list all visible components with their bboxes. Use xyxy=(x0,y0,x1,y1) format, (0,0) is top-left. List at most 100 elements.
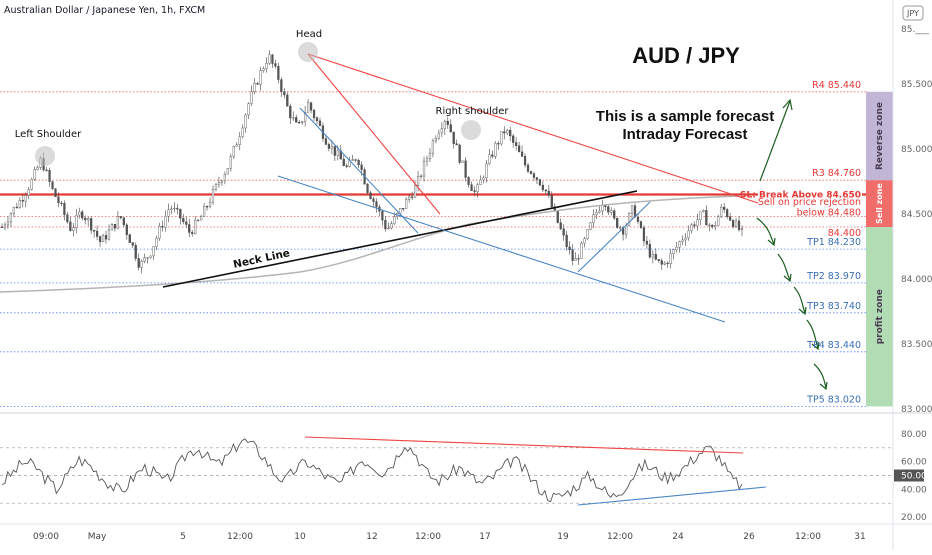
candle-body xyxy=(318,120,322,126)
candle-body xyxy=(470,184,473,191)
candle-body xyxy=(191,232,194,234)
logo-text: JPY xyxy=(906,9,919,18)
candle-body xyxy=(107,229,111,240)
arrow-down-4 xyxy=(806,319,819,349)
time-tick: 12:00 xyxy=(415,532,441,542)
candle-body xyxy=(681,239,684,242)
candle-body xyxy=(458,144,461,163)
candle-body xyxy=(651,254,654,258)
candle-body xyxy=(610,210,613,213)
candle-body xyxy=(550,195,553,207)
head-label: Head xyxy=(296,29,322,40)
candle-body xyxy=(494,143,497,157)
candle-body xyxy=(0,226,4,229)
candle-body xyxy=(131,242,134,246)
candle-body xyxy=(173,207,176,210)
candle-body xyxy=(399,208,402,214)
candle-body xyxy=(479,179,482,186)
level-label: TP3 83.740 xyxy=(806,301,861,312)
candle-body xyxy=(729,216,732,221)
candle-body xyxy=(307,102,310,113)
candle-body xyxy=(366,183,369,193)
candle-body xyxy=(18,200,21,208)
candle-body xyxy=(375,201,378,208)
rsi-line xyxy=(1,438,743,503)
candle-body xyxy=(214,183,218,190)
level-label: TP5 83.020 xyxy=(806,394,861,405)
candle-body xyxy=(657,259,660,261)
candle-body xyxy=(57,196,60,204)
candle-body xyxy=(571,249,574,261)
candle-body xyxy=(149,255,152,258)
candle-body xyxy=(155,237,158,247)
head-marker xyxy=(298,42,318,62)
candle-body xyxy=(247,103,250,116)
candle-body xyxy=(520,151,524,157)
candle-body xyxy=(654,254,657,260)
candle-body xyxy=(455,143,458,146)
level-label: TP4 83.440 xyxy=(806,340,861,351)
chart-title: AUD / JPY xyxy=(632,43,740,68)
candle-body xyxy=(152,246,155,257)
rsi-tick: 40.00 xyxy=(901,485,927,495)
candle-body xyxy=(259,70,262,85)
candle-body xyxy=(509,130,512,137)
candle-body xyxy=(565,234,568,248)
candle-body xyxy=(182,218,185,223)
candle-body xyxy=(740,228,744,231)
candle-body xyxy=(464,160,467,178)
arrow-down-2 xyxy=(777,253,791,281)
candle-body xyxy=(110,224,114,231)
candle-body xyxy=(639,221,643,228)
candle-body xyxy=(467,177,470,185)
time-tick: 5 xyxy=(180,532,186,542)
time-axis: 09:00 May 5 12:00 10 12 12:00 17 19 12:00 24 26 12:0… xyxy=(33,532,866,542)
candle-body xyxy=(482,177,485,181)
candle-body xyxy=(81,211,84,219)
candle-body xyxy=(158,226,161,239)
candle-body xyxy=(660,260,663,265)
candle-body xyxy=(90,218,93,231)
candle-body xyxy=(271,54,274,64)
candle-body xyxy=(200,216,203,221)
candle-body xyxy=(33,169,36,180)
candle-body xyxy=(678,241,681,248)
candle-body xyxy=(473,190,476,192)
arrow-up-reverse xyxy=(759,100,791,182)
candle-body xyxy=(176,207,179,210)
candle-body xyxy=(708,224,711,227)
candle-body xyxy=(30,179,33,190)
candle-body xyxy=(598,210,601,213)
candle-body xyxy=(265,63,268,69)
candle-body xyxy=(666,262,669,265)
level-label: TP2 83.970 xyxy=(806,271,861,282)
candle-body xyxy=(345,165,348,167)
candle-body xyxy=(384,219,387,230)
level-labels: R4 85.440 R3 84.760 SL: Break Above 84.650… xyxy=(740,80,862,405)
candle-body xyxy=(526,164,530,172)
candle-body xyxy=(143,257,146,262)
levels-layer xyxy=(0,91,866,407)
candle-body xyxy=(24,195,27,202)
candle-body xyxy=(256,82,259,85)
neck-line xyxy=(162,190,638,288)
candle-body xyxy=(54,188,57,197)
candle-body xyxy=(717,216,720,226)
candle-body xyxy=(381,211,384,221)
candle-body xyxy=(360,164,363,170)
red-trendline-top xyxy=(307,53,759,204)
zone-band xyxy=(866,91,893,181)
candle-body xyxy=(714,225,717,227)
candle-body xyxy=(408,196,411,200)
arrow-down-5 xyxy=(813,363,827,389)
candle-body xyxy=(250,91,253,104)
candle-body xyxy=(390,223,393,229)
candle-body xyxy=(684,237,687,241)
candle-body xyxy=(280,79,283,92)
candle-body xyxy=(411,196,414,198)
candle-body xyxy=(277,66,280,80)
left-shoulder-marker xyxy=(35,146,55,166)
candle-body xyxy=(27,189,30,196)
candle-body xyxy=(696,219,699,227)
